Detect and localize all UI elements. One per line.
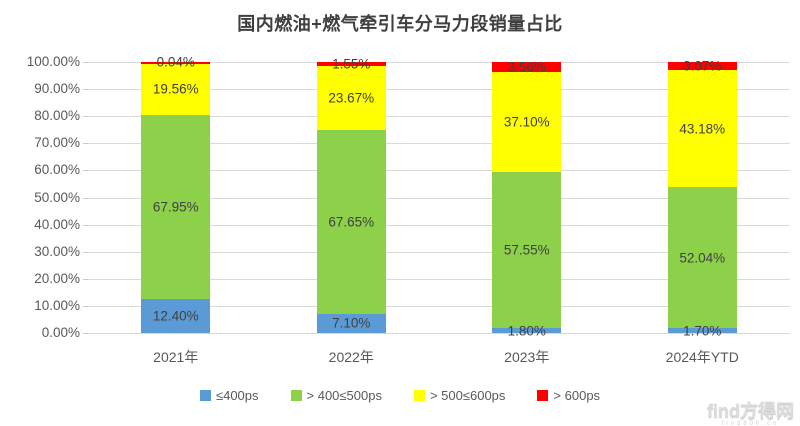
data-label: 3.56%: [507, 59, 546, 75]
y-axis-tick: [83, 116, 88, 118]
bar-segment-> 500≤600ps: [492, 71, 562, 173]
y-axis-label: 80.00%: [34, 108, 80, 124]
y-axis-tick: [83, 251, 88, 253]
bar-segment-> 400≤500ps: [667, 187, 737, 329]
y-axis-tick: [83, 89, 88, 91]
bar-segment-> 600ps: [141, 62, 211, 64]
bar-segment-> 400≤500ps: [141, 115, 211, 300]
y-axis-tick: [83, 143, 88, 145]
legend-item: > 600ps: [537, 388, 600, 403]
data-label: 7.10%: [332, 315, 371, 331]
gridline: [88, 333, 790, 334]
chart-title: 国内燃油+燃气牵引车分马力段销量占比: [237, 14, 563, 34]
bar-segment-≤400ps: [316, 313, 386, 333]
data-label: 52.04%: [679, 250, 726, 266]
y-axis-label: 40.00%: [34, 216, 80, 232]
bar-segment-> 600ps: [667, 62, 737, 71]
bar-segment-≤400ps: [667, 328, 737, 333]
legend-swatch: [413, 390, 425, 401]
x-axis-label: 2023年: [504, 349, 550, 365]
bar-segment-> 500≤600ps: [141, 62, 211, 116]
gridline: [88, 170, 790, 172]
gridline: [88, 89, 790, 91]
data-label: 19.56%: [152, 81, 199, 97]
bar-segment-≤400ps: [492, 328, 562, 333]
y-axis-tick: [83, 170, 88, 172]
x-axis-label: 2021年: [153, 349, 199, 365]
gridline: [88, 224, 790, 226]
data-label: 1.55%: [332, 56, 371, 72]
bar-segment-≤400ps: [141, 299, 211, 333]
y-axis-tick: [83, 305, 88, 307]
y-axis-label: 10.00%: [34, 297, 80, 313]
legend-label: > 600ps: [553, 388, 601, 403]
gridline: [88, 62, 790, 63]
y-axis-label: 50.00%: [34, 189, 80, 205]
gridline: [88, 278, 790, 280]
gridline: [88, 251, 790, 253]
bar-segment-> 600ps: [492, 61, 562, 72]
data-label: 1.70%: [683, 323, 722, 339]
x-axis-label: 2024年YTD: [665, 349, 739, 365]
y-axis-label: 60.00%: [34, 162, 80, 178]
gridline: [88, 116, 790, 118]
y-axis-label: 90.00%: [34, 81, 80, 97]
y-axis-tick: [83, 224, 88, 226]
gridline: [88, 197, 790, 199]
y-axis-tick: [83, 278, 88, 280]
bar-segment-> 400≤500ps: [492, 172, 562, 329]
legend-item: > 400≤500ps: [290, 388, 382, 403]
y-axis-tick: [83, 197, 88, 199]
data-label: 1.80%: [507, 323, 546, 339]
gridline: [88, 143, 790, 145]
legend-swatch: [537, 390, 549, 401]
data-label: 57.55%: [503, 242, 550, 258]
legend: ≤400ps > 400≤500ps > 500≤600ps > 600ps: [0, 388, 800, 403]
data-label: 37.10%: [503, 114, 550, 130]
data-label: 23.67%: [328, 90, 375, 106]
y-axis-label: 100.00%: [26, 54, 80, 69]
y-axis-label: 30.00%: [34, 243, 80, 259]
data-label: 67.65%: [328, 214, 375, 230]
legend-swatch: [199, 390, 211, 401]
x-axis-label: 2022年: [328, 349, 374, 365]
data-label: 0.04%: [156, 54, 195, 70]
legend-item: ≤400ps: [199, 388, 259, 403]
legend-label: ≤400ps: [215, 388, 259, 403]
y-axis-label: 20.00%: [34, 270, 80, 286]
y-axis-label: 70.00%: [34, 135, 80, 151]
bar-segment-> 500≤600ps: [316, 66, 386, 131]
legend-label: > 400≤500ps: [306, 388, 382, 403]
bar-segment-> 600ps: [316, 62, 386, 67]
bar-segment-> 500≤600ps: [667, 70, 737, 188]
legend-swatch: [290, 390, 302, 401]
data-label: 43.18%: [679, 121, 726, 137]
bar-segment-> 400≤500ps: [316, 130, 386, 314]
y-axis-tick: [83, 62, 88, 63]
y-axis-tick: [83, 333, 88, 334]
legend-label: > 500≤600ps: [429, 388, 506, 403]
y-axis-label: 0.00%: [41, 325, 80, 340]
legend-item: > 500≤600ps: [413, 388, 506, 403]
data-label: 3.07%: [683, 58, 722, 74]
data-label: 12.40%: [152, 308, 199, 324]
gridline: [88, 305, 790, 307]
data-label: 67.95%: [152, 199, 199, 215]
